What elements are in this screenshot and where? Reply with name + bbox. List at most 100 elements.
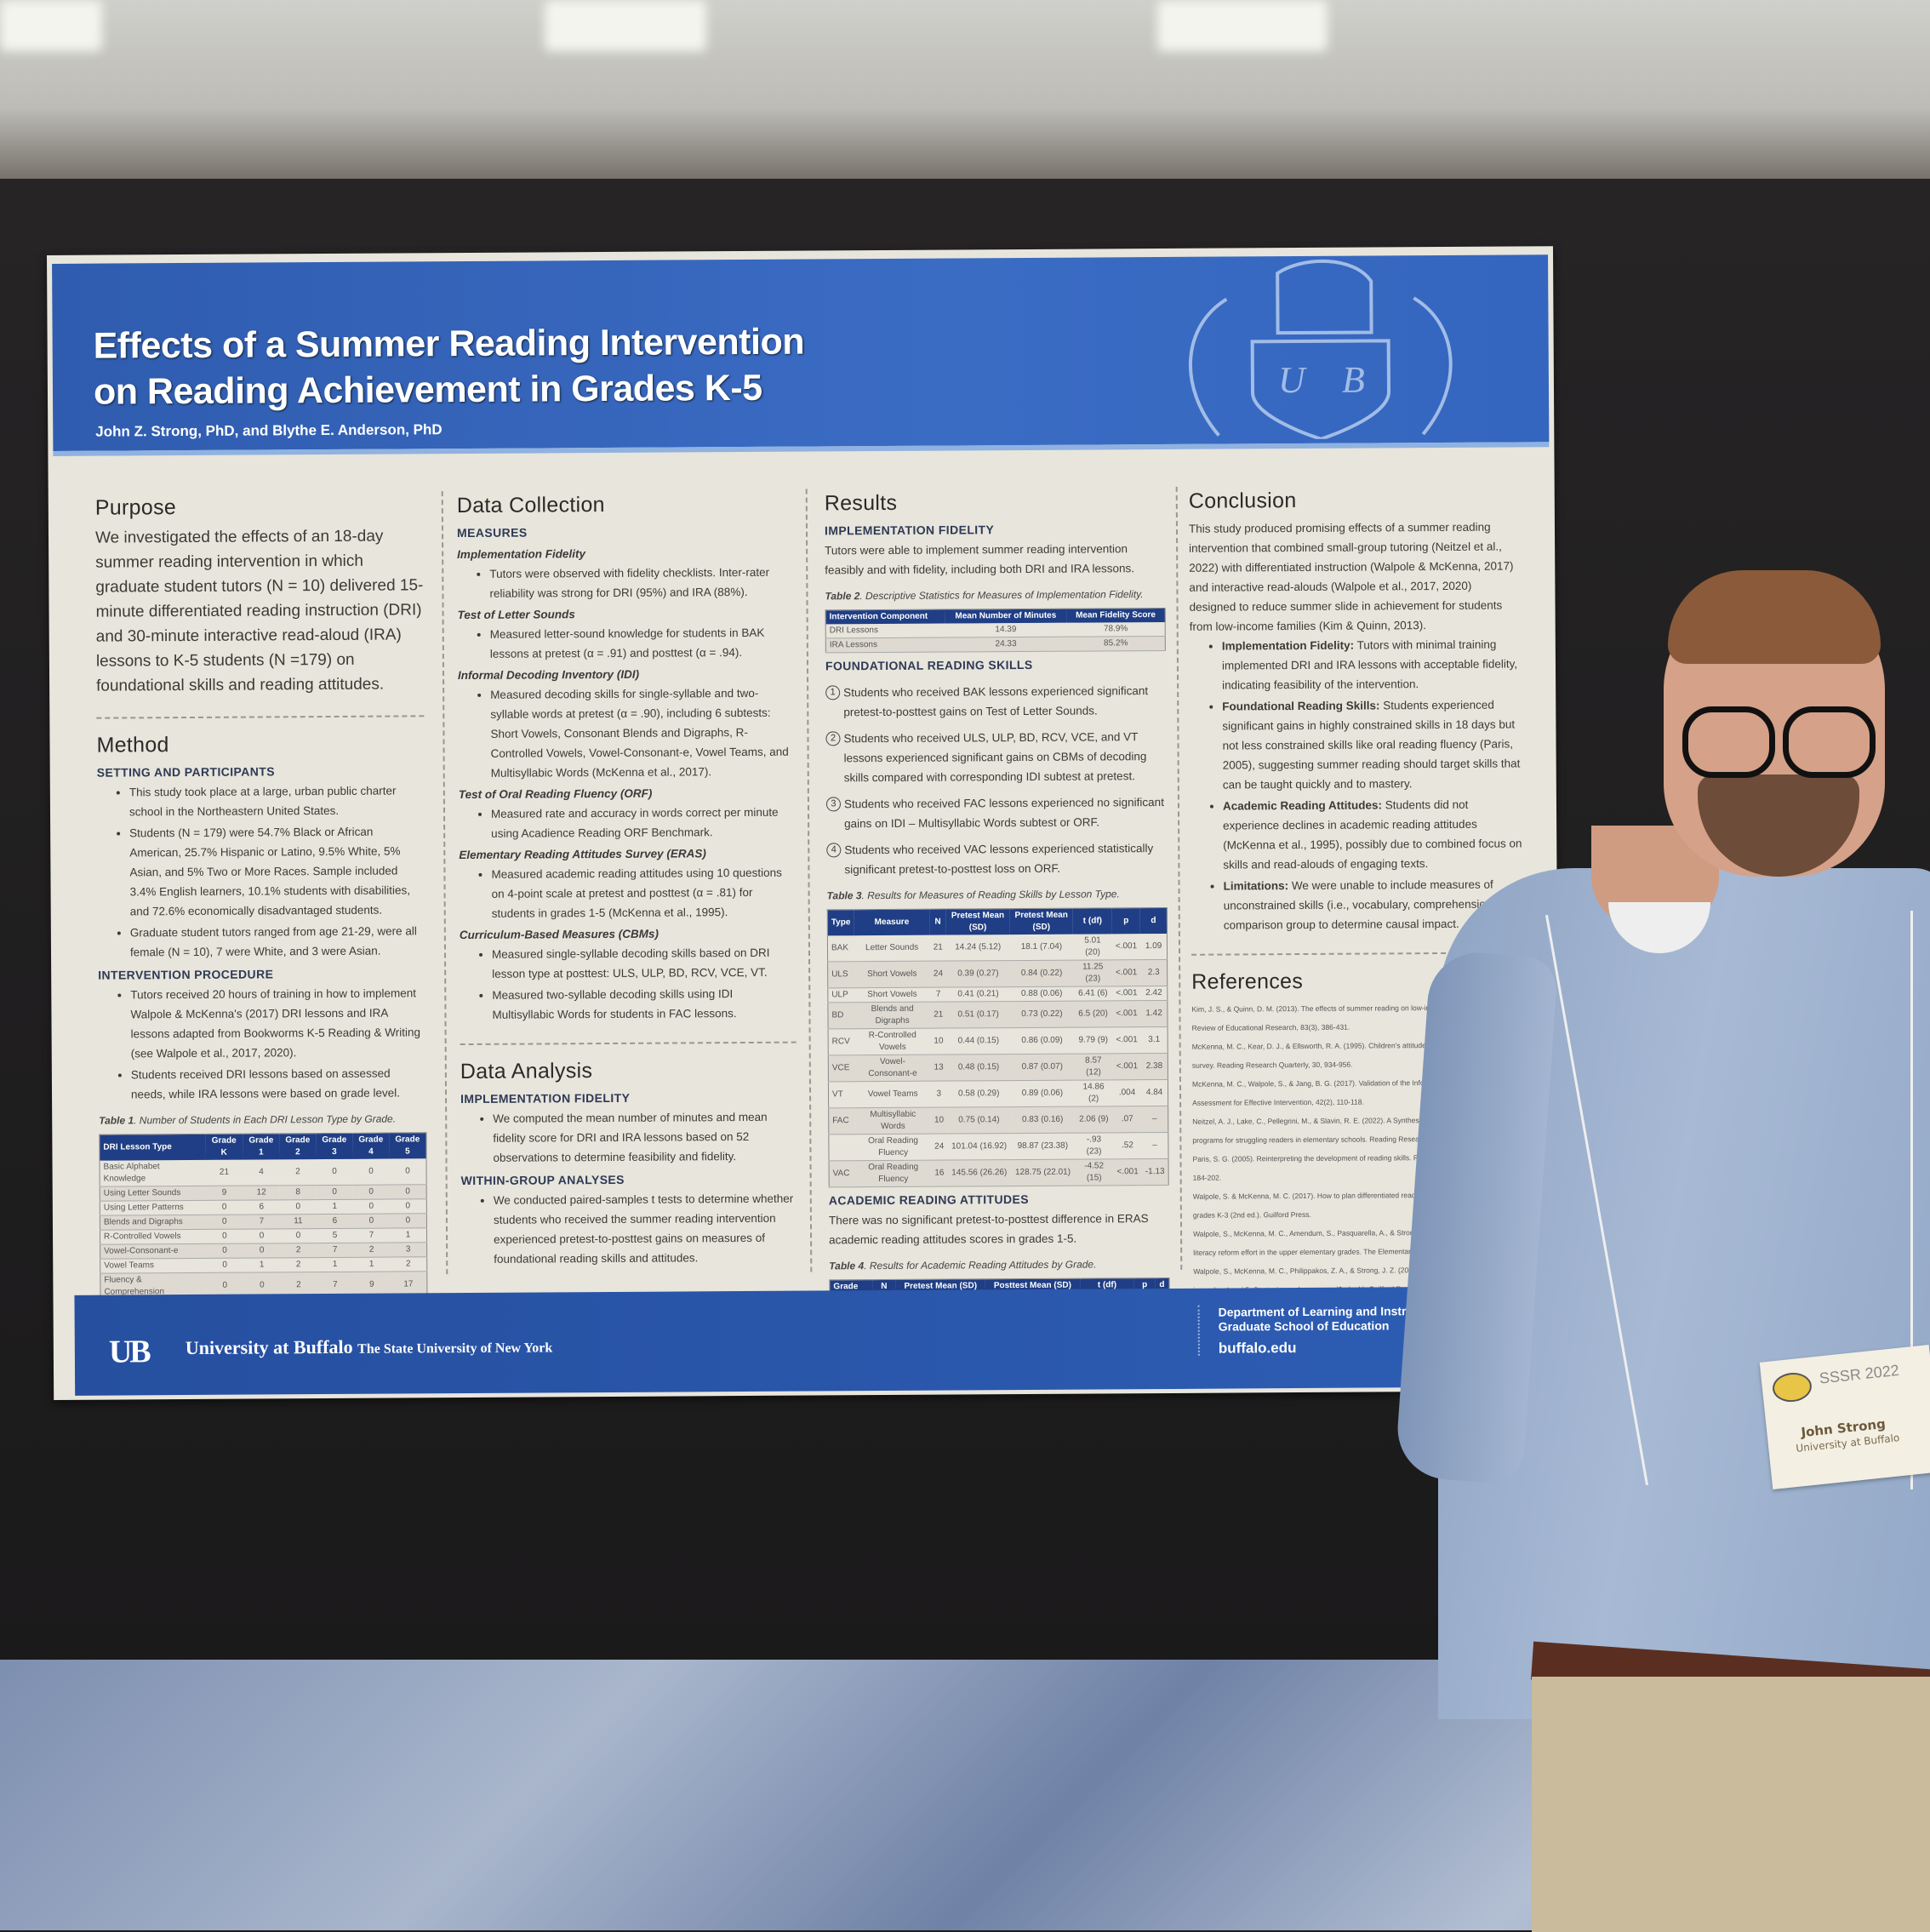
table-cell: Vowel Teams — [100, 1258, 207, 1274]
table-cell: 2.3 — [1140, 959, 1168, 986]
table-row: BD Blends and Digraphs 21 0.51 (0.17) 0.73 (… — [827, 1000, 1168, 1029]
table-cell: 9 — [205, 1186, 243, 1201]
table-cell: 0 — [352, 1185, 390, 1200]
table-cell: Multisyllabic Words — [854, 1107, 932, 1135]
table-cell: 1.09 — [1140, 933, 1168, 960]
table-cell: – — [1141, 1132, 1169, 1159]
table-cell: 6 — [316, 1214, 353, 1229]
bullet-item: Graduate student tutors ranged from age … — [130, 921, 425, 962]
table-cell: 0 — [279, 1228, 317, 1243]
bullet-list: Tutors were observed with fidelity check… — [457, 563, 793, 603]
table-cell: 0 — [316, 1158, 353, 1186]
table-cell: 6.5 (20) — [1073, 1000, 1113, 1028]
bullet-label: Foundational Reading Skills: — [1222, 699, 1380, 713]
table-caption-text: . Number of Students in Each DRI Lesson … — [134, 1112, 397, 1127]
bullet-item: We conducted paired-samples t tests to d… — [494, 1189, 798, 1269]
ceiling-light — [0, 0, 102, 51]
name-badge: SSSR 2022 John Strong University at Buff… — [1759, 1344, 1930, 1490]
table-header-cell: Mean Fidelity Score — [1066, 608, 1166, 623]
table-cell: <.001 — [1112, 1053, 1142, 1080]
table-cell: 0.58 (0.29) — [946, 1080, 1011, 1108]
table-cell: 6 — [243, 1199, 280, 1215]
table-cell: 1.42 — [1140, 1000, 1168, 1027]
bullet-item: This study took place at a large, urban … — [129, 780, 425, 821]
finding-number-icon: 2 — [825, 731, 841, 746]
table-cell: 11.25 (23) — [1073, 959, 1113, 987]
table-cell: 101.04 (16.92) — [947, 1133, 1012, 1161]
table-cell: 0 — [205, 1229, 244, 1244]
table-cell: 0.87 (0.07) — [1010, 1054, 1075, 1081]
glasses-icon — [1783, 706, 1876, 778]
table-cell: -4.52 (15) — [1074, 1158, 1114, 1186]
bullet-item: Tutors were observed with fidelity check… — [489, 563, 793, 603]
table-cell: 0 — [205, 1258, 244, 1273]
table-cell: 0 — [352, 1199, 390, 1215]
table-cell: <.001 — [1112, 1026, 1141, 1054]
column-data-collection: Data Collection MEASURES Implementation Fi… — [457, 489, 798, 1271]
finding-text: Students who received BAK lessons experi… — [843, 684, 1149, 719]
table-cell: Short Vowels — [854, 987, 931, 1003]
bullet-item: Measured single-syllable decoding skills… — [492, 943, 796, 984]
table-cell: 4 — [243, 1159, 280, 1186]
table-header-cell: DRI Lesson Type — [99, 1134, 206, 1161]
table-cell: 4.84 — [1141, 1079, 1168, 1106]
table-cell: Vowel Teams — [854, 1081, 931, 1108]
table-header-cell: N — [929, 909, 946, 935]
table-cell: 3.1 — [1140, 1026, 1168, 1054]
glasses-icon — [1682, 706, 1775, 778]
finding-text: Students who received ULS, ULP, BD, RCV,… — [843, 730, 1147, 785]
section-heading: Conclusion — [1188, 489, 1297, 513]
badge-conference: SSSR 2022 — [1819, 1361, 1900, 1387]
measure-heading: Informal Decoding Inventory (IDI) — [457, 667, 640, 683]
table-cell: Basic Alphabet Knowledge — [99, 1159, 206, 1187]
bullet-list: We conducted paired-samples t tests to d… — [461, 1189, 798, 1269]
table-cell: 9.79 (9) — [1073, 1026, 1113, 1055]
table-cell: .004 — [1112, 1079, 1142, 1106]
table-cell: FAC — [828, 1107, 855, 1135]
table-header-cell: Measure — [854, 909, 930, 936]
numbered-finding: 2 Students who received ULS, ULP, BD, RCV… — [825, 727, 1166, 787]
table-cell: Oral Reading Fluency — [854, 1134, 932, 1161]
table-cell: 0 — [389, 1158, 427, 1186]
table-cell: <.001 — [1111, 934, 1141, 960]
numbered-finding: 1 Students who received BAK lessons exper… — [825, 681, 1166, 722]
table-cell: 7 — [352, 1228, 391, 1243]
table-cell: 0 — [352, 1214, 390, 1229]
table-header-cell: Type — [827, 909, 854, 936]
table-cell: 0 — [352, 1158, 390, 1186]
ub-logo: UB — [108, 1334, 149, 1370]
table-header-cell: Grade 1 — [243, 1133, 280, 1160]
table-header-row: DRI Lesson Type Grade K Grade 1 Grade 2 Grad… — [99, 1132, 426, 1161]
table-cell: 2 — [353, 1243, 391, 1258]
bullet-label: Implementation Fidelity: — [1221, 638, 1355, 653]
table-cell — [828, 1134, 856, 1161]
table-cell: 0 — [389, 1213, 427, 1229]
table-cell: 2 — [280, 1243, 317, 1258]
table-cell: -.93 (23) — [1074, 1132, 1114, 1160]
section-heading: Data Collection — [456, 492, 605, 518]
measure-heading: Test of Letter Sounds — [457, 608, 575, 622]
table-cell: 2.38 — [1140, 1053, 1168, 1080]
bullet-item: Measured two-syllable decoding skills us… — [492, 984, 796, 1025]
table-header-cell: t (df) — [1072, 907, 1112, 935]
poster-header: Effects of a Summer Reading Intervention… — [52, 254, 1550, 456]
bullet-list: Measured decoding skills for single-syll… — [458, 683, 795, 783]
table-cell: 0 — [243, 1243, 281, 1259]
table-caption-text: . Results for Measures of Reading Skills… — [861, 888, 1120, 902]
table-caption: Table 4. Results for Academic Reading At… — [829, 1255, 1169, 1276]
section-heading: Data Analysis — [460, 1059, 593, 1084]
numbered-finding: 4 Students who received VAC lessons exper… — [826, 838, 1167, 879]
table-header-row: Type Measure N Pretest Mean (SD) Pretest Mea… — [827, 907, 1168, 936]
bullet-item: We computed the mean number of minutes a… — [493, 1107, 797, 1168]
table-cell: 0.44 (0.15) — [946, 1027, 1011, 1055]
title-line-1: Effects of a Summer Reading Intervention — [93, 321, 805, 367]
column-divider — [805, 489, 813, 1272]
table-row: VCE Vowel-Consonant-e 13 0.48 (0.15) 0.87 (0… — [828, 1053, 1168, 1082]
table-row: IRA Lessons 24.33 85.2% — [825, 636, 1166, 653]
table-cell: 21 — [929, 935, 946, 962]
bullet-item: Students (N = 179) were 54.7% Black or A… — [129, 821, 425, 921]
pants — [1532, 1677, 1930, 1932]
bullet-list: Measured academic reading attitudes usin… — [459, 863, 795, 923]
table-caption: Table 3. Results for Measures of Reading… — [827, 884, 1168, 906]
column-divider — [1175, 486, 1183, 1270]
